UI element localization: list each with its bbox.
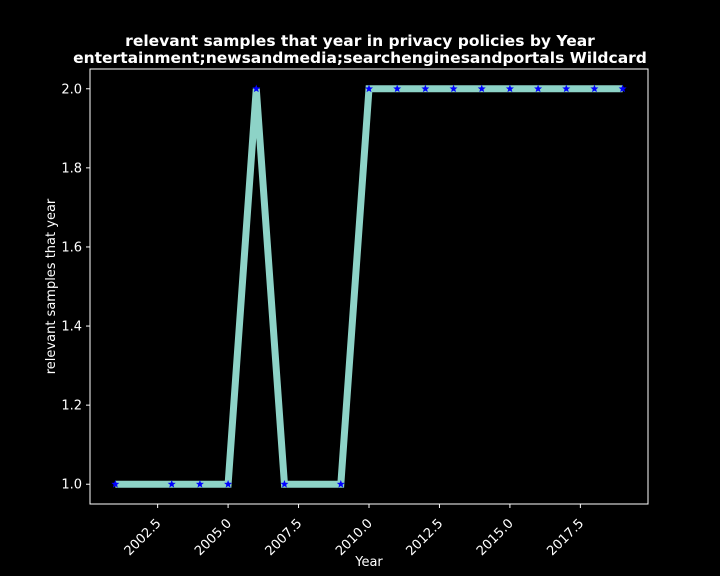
x-axis: 2002.5 2005.0 2007.5 2010.0 2012.5 2015.0 2017… [122, 504, 587, 559]
data-point-marker [365, 84, 373, 93]
data-point-marker [590, 84, 599, 93]
y-tick-label: 1.0 [61, 478, 82, 493]
data-point-marker [167, 480, 176, 488]
data-point-marker [195, 480, 204, 488]
chart-subtitle: entertainment;newsandmedia;searchengines… [73, 49, 647, 67]
x-tick-label: 2015.0 [474, 516, 517, 559]
y-axis: 1.0 1.2 1.4 1.6 1.8 2.0 [61, 82, 90, 493]
data-point-marker [477, 84, 486, 93]
data-point-marker [562, 84, 571, 93]
series-line [115, 85, 623, 488]
data-point-marker [336, 480, 345, 488]
y-tick-label: 1.8 [61, 161, 82, 176]
data-point-marker [393, 84, 402, 93]
x-tick-label: 2007.5 [263, 516, 306, 559]
x-tick-label: 2012.5 [404, 516, 447, 559]
x-axis-label: Year [354, 555, 383, 570]
x-tick-label: 2005.0 [192, 516, 235, 559]
data-point-marker [111, 480, 120, 488]
y-tick-label: 1.2 [61, 399, 82, 414]
y-tick-label: 2.0 [61, 82, 82, 97]
x-tick-label: 2002.5 [122, 516, 165, 559]
data-point-marker [534, 84, 543, 93]
x-tick-label: 2017.5 [544, 516, 587, 559]
data-point-marker [224, 480, 233, 488]
x-tick-label: 2010.0 [333, 516, 376, 559]
data-point-marker [505, 84, 514, 93]
y-tick-label: 1.4 [61, 320, 82, 335]
series-markers [111, 84, 627, 488]
data-point-marker [449, 84, 458, 93]
y-axis-label: relevant samples that year [44, 198, 59, 374]
data-point-marker [421, 84, 430, 93]
chart-title: relevant samples that year in privacy po… [125, 32, 595, 50]
y-tick-label: 1.6 [61, 240, 82, 255]
data-point-marker [280, 480, 289, 488]
data-point-marker [252, 84, 261, 93]
data-point-marker [618, 84, 627, 93]
